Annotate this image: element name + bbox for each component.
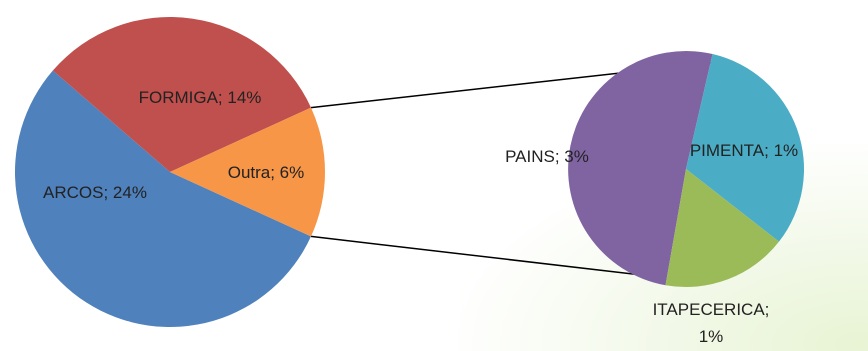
slice-itapecerica xyxy=(665,169,779,288)
data-label-formiga: FORMIGA; 14% xyxy=(139,88,262,107)
connector-line-bottom xyxy=(310,235,642,276)
data-label-outra: Outra; 6% xyxy=(228,163,305,182)
slice-pimenta xyxy=(686,54,805,242)
data-label-arcos: ARCOS; 24% xyxy=(43,183,147,202)
data-label-pimenta: PIMENTA; 1% xyxy=(690,141,798,160)
slice-outra xyxy=(170,107,325,237)
data-label-itapecerica: ITAPECERICA; 1% xyxy=(653,300,770,346)
slice-formiga xyxy=(52,17,311,172)
slice-pains xyxy=(568,51,713,286)
data-label-pains: PAINS; 3% xyxy=(505,147,589,166)
slice-arcos xyxy=(14,70,311,328)
